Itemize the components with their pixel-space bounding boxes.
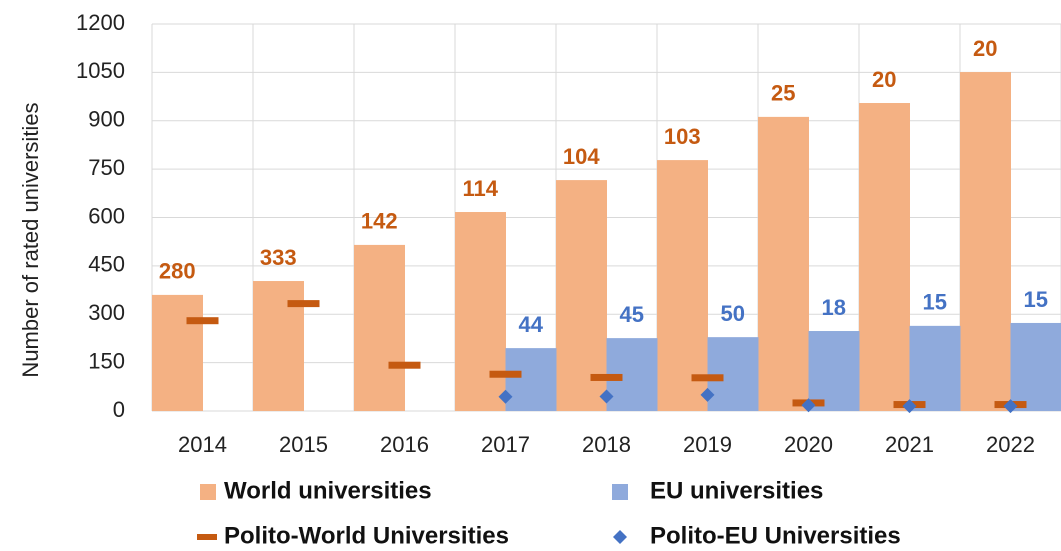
- y-axis-label: Number of rated universities: [18, 102, 43, 377]
- data-label: 20: [973, 36, 997, 61]
- x-tick-label: 2019: [683, 432, 732, 457]
- data-label: 333: [260, 245, 297, 270]
- y-tick-label: 450: [88, 252, 125, 277]
- data-label: 15: [923, 290, 947, 315]
- bar: [758, 116, 809, 411]
- data-label: 18: [822, 295, 846, 320]
- x-tick-label: 2022: [986, 432, 1035, 457]
- y-tick-label: 150: [88, 348, 125, 373]
- marker-diamond: [700, 387, 715, 402]
- legend-label: Polito-World Universities: [224, 522, 509, 549]
- y-tick-label: 300: [88, 300, 125, 325]
- legend-label: Polito-EU Universities: [650, 522, 901, 549]
- y-tick-label: 750: [88, 155, 125, 180]
- data-label: 50: [721, 301, 745, 326]
- marker-dash: [489, 370, 522, 378]
- marker-dash: [287, 300, 320, 308]
- bar: [707, 337, 759, 411]
- x-tick-label: 2020: [784, 432, 833, 457]
- x-tick-label: 2014: [178, 432, 227, 457]
- data-label: 20: [872, 67, 896, 92]
- legend-swatch: [197, 534, 217, 540]
- data-label: 15: [1024, 287, 1048, 312]
- bar: [657, 160, 708, 411]
- x-tick-label: 2018: [582, 432, 631, 457]
- marker-diamond: [902, 399, 917, 414]
- legend-swatch: [613, 530, 627, 544]
- bar: [1010, 322, 1061, 411]
- x-tick-label: 2015: [279, 432, 328, 457]
- marker-diamond: [1003, 399, 1018, 414]
- data-label: 44: [519, 312, 544, 337]
- marker-diamond: [498, 389, 513, 404]
- bar: [505, 348, 557, 411]
- bar: [556, 180, 607, 411]
- marker-dash: [691, 374, 724, 382]
- marker-diamond: [801, 398, 816, 413]
- data-label: 45: [620, 302, 644, 327]
- y-tick-label: 600: [88, 203, 125, 228]
- y-tick-label: 900: [88, 107, 125, 132]
- bar: [909, 325, 961, 411]
- bar: [354, 244, 405, 411]
- legend-swatch: [200, 484, 216, 500]
- x-tick-label: 2021: [885, 432, 934, 457]
- x-tick-label: 2017: [481, 432, 530, 457]
- bar: [455, 212, 506, 411]
- bar: [960, 72, 1011, 412]
- y-tick-label: 1200: [76, 10, 125, 35]
- bar: [152, 294, 203, 411]
- marker-dash: [186, 317, 219, 325]
- marker-dash: [590, 373, 623, 381]
- data-label: 25: [771, 81, 795, 106]
- data-label: 142: [361, 209, 398, 234]
- y-tick-label: 1050: [76, 58, 125, 83]
- marker-dash: [388, 361, 421, 369]
- data-label: 103: [664, 124, 701, 149]
- y-tick-label: 0: [113, 397, 125, 422]
- data-label: 104: [563, 144, 600, 169]
- data-label: 114: [463, 176, 499, 201]
- legend-label: World universities: [224, 477, 432, 504]
- data-label: 280: [159, 259, 196, 284]
- bar: [859, 103, 910, 411]
- marker-diamond: [599, 389, 614, 404]
- bar: [808, 331, 860, 411]
- x-tick-label: 2016: [380, 432, 429, 457]
- legend-label: EU universities: [650, 477, 823, 504]
- legend-swatch: [612, 484, 628, 500]
